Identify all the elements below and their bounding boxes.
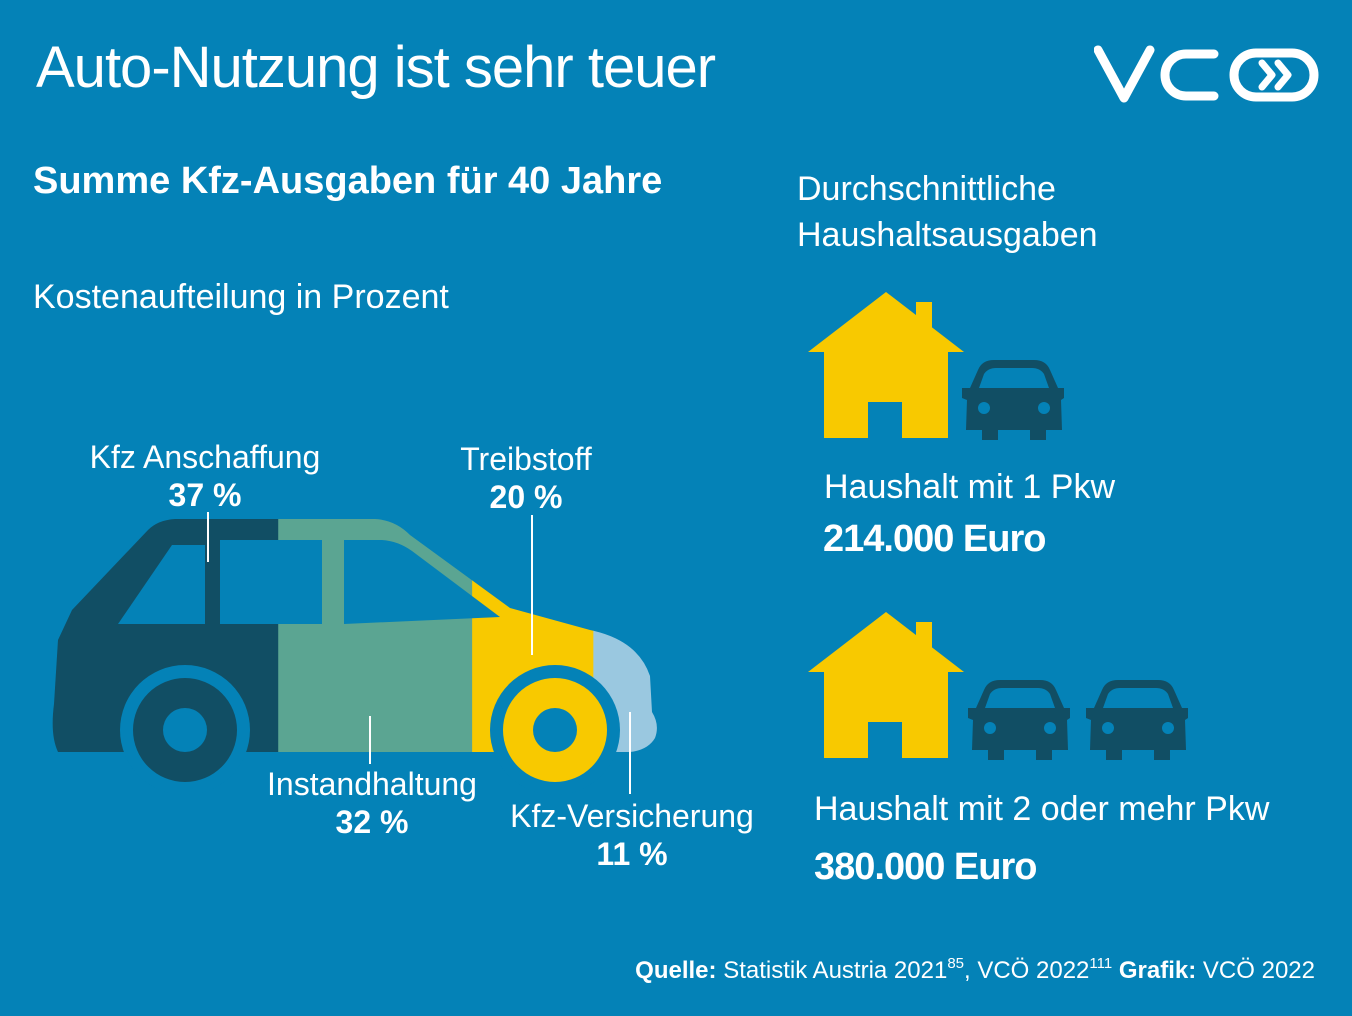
label-name: Kfz-Versicherung	[510, 798, 754, 834]
graphic-label: Grafik:	[1118, 957, 1197, 984]
household-1-icons	[808, 292, 1064, 440]
car-icon	[1086, 680, 1188, 760]
label-percent: 32 %	[335, 804, 409, 840]
source-note: Quelle: Statistik Austria 202185, VCÖ 20…	[635, 955, 1315, 985]
households-heading: Durchschnittliche Haushaltsausgaben	[797, 166, 1098, 258]
household-2-icons	[808, 612, 1188, 760]
label-instandhaltung: Instandhaltung 32 %	[267, 765, 477, 841]
chart-subtitle: Summe Kfz-Ausgaben für 40 Jahre	[33, 160, 663, 202]
middle-window	[220, 540, 322, 624]
household-1-value: 214.000 Euro	[823, 518, 1046, 560]
label-kfz-versicherung: Kfz-Versicherung 11 %	[510, 797, 754, 873]
rear-hub	[163, 708, 207, 752]
label-name: Instandhaltung	[267, 766, 477, 802]
chart-caption: Kostenaufteilung in Prozent	[33, 278, 449, 316]
graphic-text: VCÖ 2022	[1202, 957, 1315, 984]
rear-window	[118, 545, 205, 624]
segment-instandhaltung	[278, 519, 473, 752]
label-name: Treibstoff	[460, 441, 592, 477]
front-hub	[533, 708, 577, 752]
source-ref-2: 111	[1089, 955, 1113, 972]
households-heading-line1: Durchschnittliche	[797, 170, 1056, 208]
house-icon	[808, 612, 964, 758]
label-treibstoff: Treibstoff 20 %	[460, 440, 592, 516]
car-icon	[962, 360, 1064, 440]
house-icon	[808, 292, 964, 438]
front-window	[344, 540, 500, 624]
source-text-1: Statistik Austria 2021	[723, 957, 948, 984]
households-heading-line2: Haushaltsausgaben	[797, 216, 1098, 254]
source-label: Quelle:	[635, 957, 717, 984]
label-percent: 37 %	[168, 477, 242, 513]
car-icon	[968, 680, 1070, 760]
label-percent: 11 %	[596, 836, 668, 872]
source-ref-1: 85	[947, 955, 964, 972]
household-2-label: Haushalt mit 2 oder mehr Pkw	[814, 790, 1270, 828]
vco-logo	[1094, 45, 1319, 103]
source-text-2: , VCÖ 2022	[964, 957, 1090, 984]
household-1-label: Haushalt mit 1 Pkw	[824, 468, 1115, 506]
household-2-value: 380.000 Euro	[814, 846, 1037, 888]
page-title: Auto-Nutzung ist sehr teuer	[36, 35, 716, 100]
label-kfz-anschaffung: Kfz Anschaffung 37 %	[90, 438, 321, 514]
car-cost-chart	[52, 512, 657, 795]
label-name: Kfz Anschaffung	[89, 439, 321, 475]
label-percent: 20 %	[489, 479, 563, 515]
